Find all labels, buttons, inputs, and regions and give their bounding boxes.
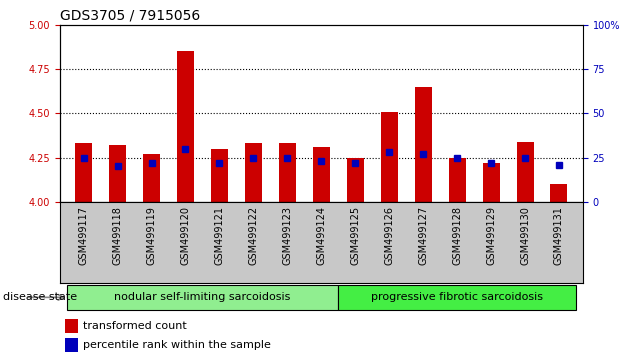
Text: GSM499122: GSM499122 [248,206,258,265]
Bar [483,163,500,202]
Text: GSM499126: GSM499126 [384,206,394,265]
Bar [67,285,338,310]
Bar [245,143,262,202]
Bar [338,285,576,310]
Bar [415,87,432,202]
Bar [177,51,194,202]
Bar [279,143,296,202]
Text: GSM499128: GSM499128 [452,206,462,265]
Bar [381,112,398,202]
Bar [346,158,364,202]
Text: GSM499119: GSM499119 [147,206,156,265]
Bar [65,319,78,333]
Text: percentile rank within the sample: percentile rank within the sample [83,341,272,350]
Text: GSM499124: GSM499124 [316,206,326,265]
Bar [109,145,126,202]
Text: GSM499123: GSM499123 [282,206,292,265]
Bar [449,158,466,202]
Text: transformed count: transformed count [83,321,187,331]
Text: disease state: disease state [3,292,77,302]
Bar [143,154,160,202]
Text: GDS3705 / 7915056: GDS3705 / 7915056 [60,8,200,22]
Bar [313,147,329,202]
Text: GSM499118: GSM499118 [113,206,123,265]
Text: GSM499129: GSM499129 [486,206,496,265]
Text: GSM499127: GSM499127 [418,206,428,265]
Text: GSM499120: GSM499120 [180,206,190,265]
Text: nodular self-limiting sarcoidosis: nodular self-limiting sarcoidosis [114,292,290,302]
Text: GSM499121: GSM499121 [214,206,224,265]
Text: GSM499125: GSM499125 [350,206,360,265]
Bar [65,338,78,352]
Bar [551,184,568,202]
Bar [211,149,228,202]
Text: GSM499130: GSM499130 [520,206,530,265]
Bar [75,143,92,202]
Bar [517,142,534,202]
Text: GSM499131: GSM499131 [554,206,564,265]
Text: progressive fibrotic sarcoidosis: progressive fibrotic sarcoidosis [371,292,543,302]
Text: GSM499117: GSM499117 [79,206,89,265]
